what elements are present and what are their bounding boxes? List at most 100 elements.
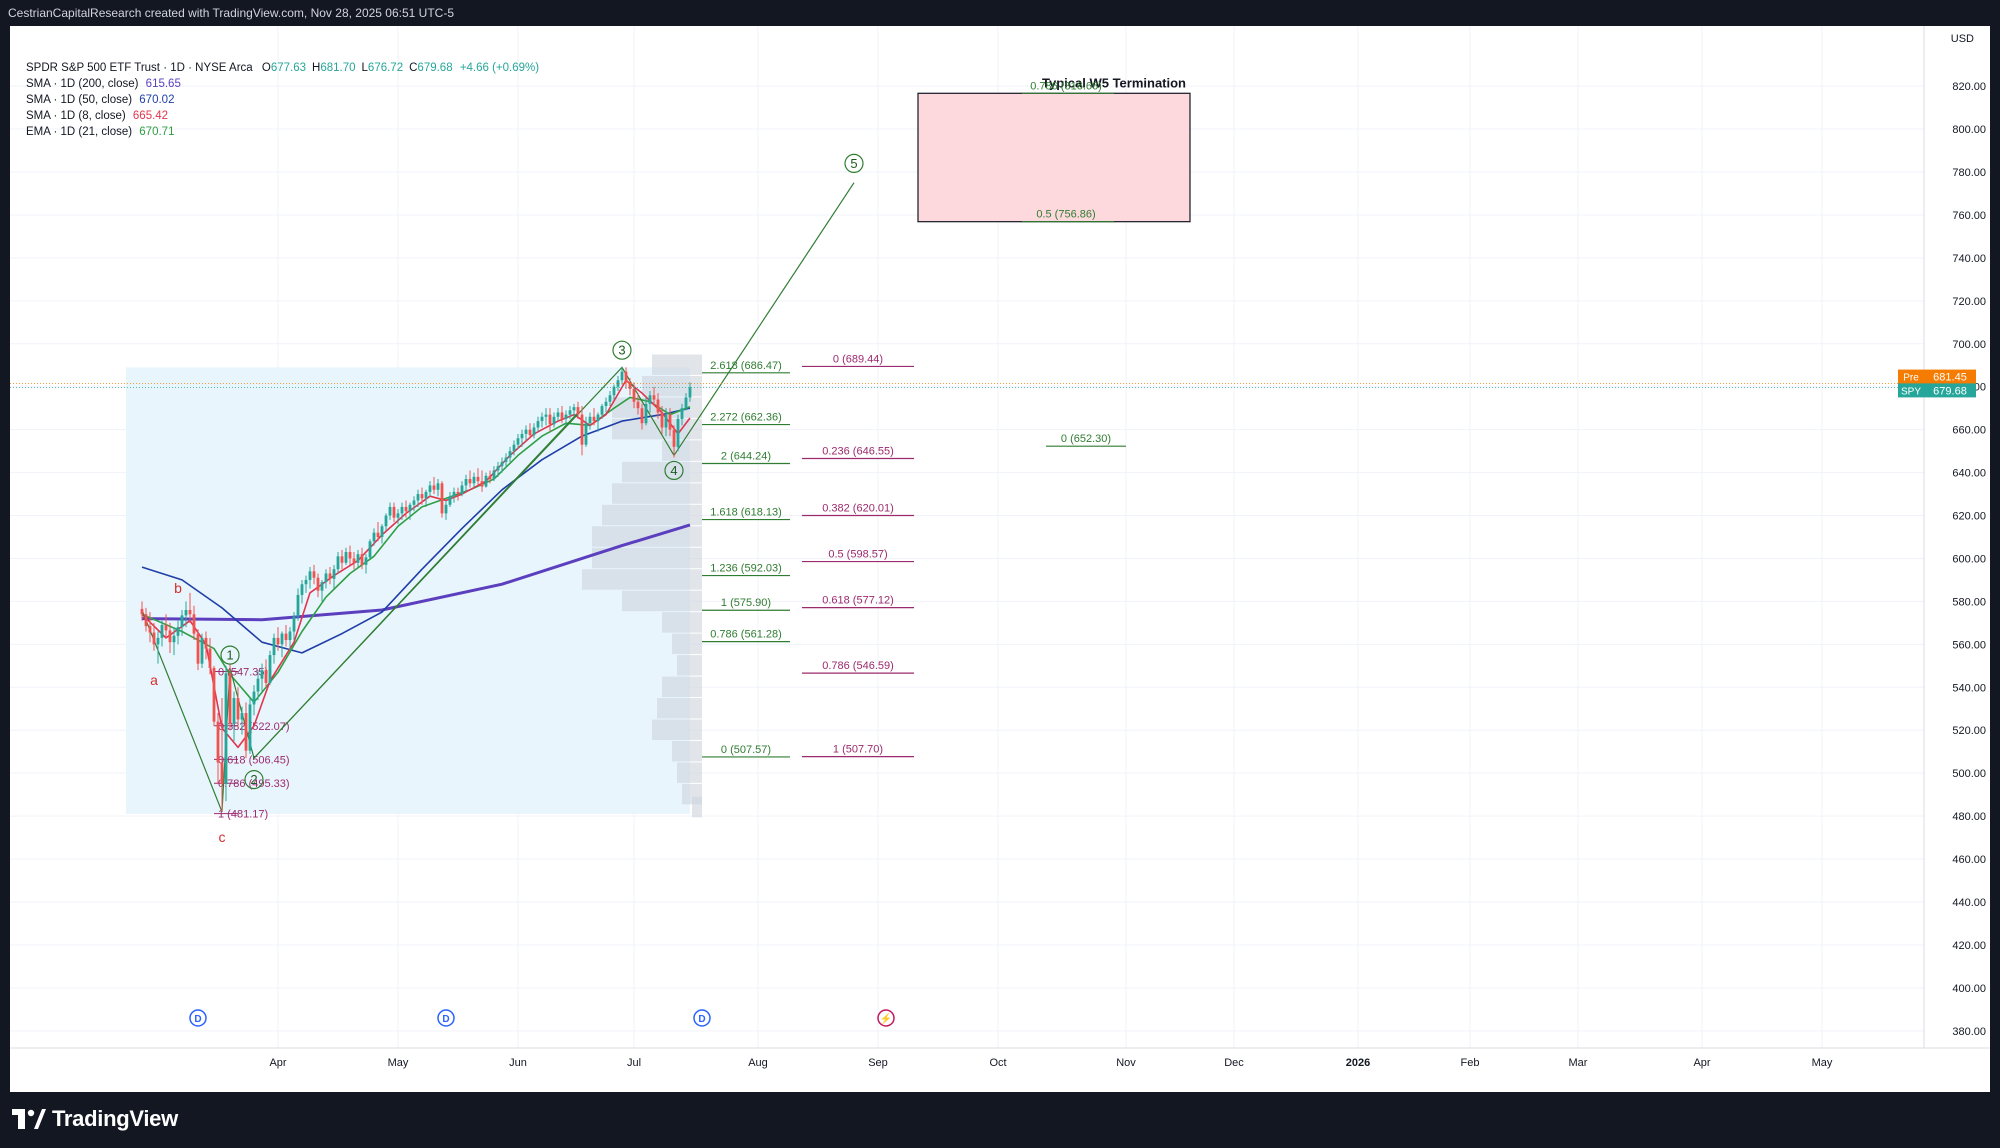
candle[interactable] [408,502,412,520]
candle[interactable] [300,579,304,604]
candle[interactable] [424,489,428,507]
candle[interactable] [388,502,392,520]
candle[interactable] [248,698,252,754]
candle[interactable] [376,521,380,542]
candle[interactable] [664,408,668,437]
candle[interactable] [568,406,572,419]
candle[interactable] [348,545,352,565]
candle[interactable] [264,659,268,688]
candle[interactable] [268,650,272,686]
candle[interactable] [500,457,504,473]
candle[interactable] [260,663,264,692]
candle[interactable] [200,633,204,668]
candle[interactable] [616,375,620,391]
candle[interactable] [456,487,460,501]
candle[interactable] [332,564,336,589]
candle[interactable] [452,487,456,503]
candle[interactable] [520,429,524,447]
candle[interactable] [644,397,648,426]
candle[interactable] [420,487,424,505]
candle[interactable] [648,391,652,413]
legend-indicator-row[interactable]: SMA · 1D (200, close) 615.65 [26,78,181,90]
candle[interactable] [464,474,468,492]
candle[interactable] [324,569,328,589]
candle[interactable] [168,622,172,653]
candle[interactable] [156,631,160,664]
candle[interactable] [216,713,220,784]
legend-indicator-row[interactable]: EMA · 1D (21, close) 670.71 [26,126,175,138]
candle[interactable] [576,401,580,419]
candle[interactable] [220,698,224,812]
tradingview-logo[interactable]: TradingView [12,1106,178,1132]
candle[interactable] [468,470,472,488]
candle[interactable] [356,549,360,568]
candle[interactable] [496,461,500,477]
candle[interactable] [676,414,680,452]
legend-symbol-row[interactable]: SPDR S&P 500 ETF Trust · 1D · NYSE Arca … [26,60,539,76]
candle[interactable] [228,663,232,731]
candle[interactable] [672,425,676,458]
candle[interactable] [484,472,488,488]
candle[interactable] [492,466,496,482]
candle[interactable] [488,470,492,484]
candle[interactable] [512,440,516,456]
candle[interactable] [656,393,660,419]
candle[interactable] [592,408,596,426]
candle[interactable] [272,633,276,664]
candle[interactable] [640,403,644,430]
candle[interactable] [624,367,628,389]
candle[interactable] [144,607,148,632]
candle[interactable] [552,412,556,428]
candle[interactable] [688,382,692,402]
chart-canvas[interactable]: Typical W5 Termination 2.618 (686.47) 2.27… [10,26,1990,1092]
candle[interactable] [252,685,256,716]
candle[interactable] [284,625,288,647]
dividend-icon[interactable] [189,1009,207,1027]
candle[interactable] [504,453,508,469]
candle[interactable] [164,614,168,638]
candle[interactable] [628,378,632,396]
candle[interactable] [652,386,656,407]
candle[interactable] [524,425,528,441]
candle[interactable] [564,410,568,426]
candle[interactable] [660,406,664,434]
candle[interactable] [384,513,388,531]
candle[interactable] [364,554,368,574]
candle[interactable] [528,423,532,439]
legend-indicator-row[interactable]: SMA · 1D (50, close) 670.02 [26,94,175,106]
candle[interactable] [544,408,548,426]
candle[interactable] [208,637,212,675]
dividend-icon[interactable] [437,1009,455,1027]
candle[interactable] [668,408,672,437]
candle[interactable] [380,524,384,544]
candle[interactable] [608,391,612,407]
candle[interactable] [280,631,284,658]
candle[interactable] [176,620,180,645]
time-axis[interactable] [10,1049,1924,1092]
candle[interactable] [184,601,188,628]
candle[interactable] [580,406,584,456]
candle[interactable] [160,620,164,647]
candle[interactable] [344,547,348,565]
candle[interactable] [476,468,480,486]
target-box[interactable] [917,92,1191,223]
candle[interactable] [404,500,408,518]
legend-indicator-row[interactable]: SMA · 1D (8, close) 665.42 [26,110,169,122]
candle[interactable] [320,579,324,602]
candle[interactable] [152,622,156,651]
candle[interactable] [516,433,520,449]
candle[interactable] [224,665,228,802]
candle[interactable] [560,406,564,424]
candle[interactable] [328,567,332,585]
candle[interactable] [480,470,484,492]
candle[interactable] [296,588,300,621]
candle[interactable] [188,592,192,623]
candle[interactable] [212,665,216,726]
candle[interactable] [444,500,448,520]
candle[interactable] [548,408,552,432]
candle[interactable] [428,481,432,497]
candle[interactable] [588,412,592,430]
candle[interactable] [596,412,600,432]
candle[interactable] [448,491,452,507]
candle[interactable] [584,416,588,447]
